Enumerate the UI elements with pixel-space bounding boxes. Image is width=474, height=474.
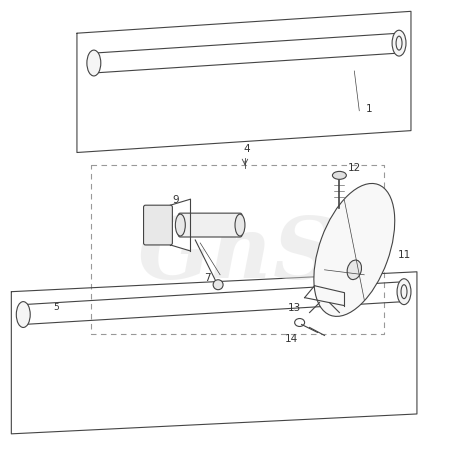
Ellipse shape [332, 172, 346, 179]
Ellipse shape [175, 214, 185, 236]
Ellipse shape [347, 260, 362, 280]
Ellipse shape [213, 280, 223, 290]
Text: 12: 12 [348, 164, 361, 173]
Ellipse shape [16, 301, 30, 328]
Text: 7: 7 [204, 273, 210, 283]
FancyBboxPatch shape [178, 213, 242, 237]
Text: 13: 13 [288, 302, 301, 312]
Text: 11: 11 [397, 250, 410, 260]
Text: 1: 1 [366, 104, 373, 114]
Text: 9: 9 [172, 195, 179, 205]
Text: GhS: GhS [138, 213, 336, 297]
Ellipse shape [314, 183, 395, 316]
Ellipse shape [87, 50, 101, 76]
Text: 14: 14 [285, 334, 298, 345]
Ellipse shape [392, 30, 406, 56]
Ellipse shape [235, 214, 245, 236]
FancyBboxPatch shape [144, 205, 173, 245]
Text: 5: 5 [53, 303, 59, 312]
Text: 4: 4 [244, 144, 250, 154]
Ellipse shape [397, 279, 411, 305]
